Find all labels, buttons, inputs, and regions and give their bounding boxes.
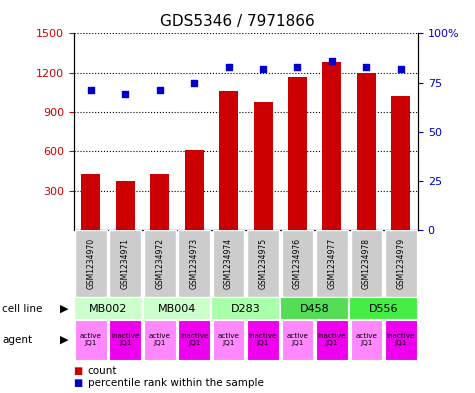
- Point: [225, 64, 232, 70]
- Text: inactive
JQ1: inactive JQ1: [387, 333, 415, 347]
- Bar: [185, 150, 204, 230]
- Text: ▶: ▶: [60, 303, 69, 314]
- Bar: [349, 297, 418, 320]
- Text: MB002: MB002: [89, 303, 127, 314]
- Text: cell line: cell line: [2, 303, 43, 314]
- Text: D458: D458: [300, 303, 330, 314]
- Bar: [385, 230, 417, 297]
- Text: D283: D283: [231, 303, 261, 314]
- Bar: [178, 320, 210, 360]
- Bar: [288, 77, 307, 230]
- Text: inactive
JQ1: inactive JQ1: [249, 333, 277, 347]
- Point: [294, 64, 301, 70]
- Bar: [282, 320, 314, 360]
- Text: GSM1234971: GSM1234971: [121, 238, 130, 289]
- Text: active
JQ1: active JQ1: [218, 333, 239, 347]
- Text: GSM1234970: GSM1234970: [86, 238, 95, 289]
- Bar: [213, 320, 245, 360]
- Bar: [219, 91, 238, 230]
- Bar: [81, 174, 100, 230]
- Bar: [75, 230, 107, 297]
- Text: inactive
JQ1: inactive JQ1: [111, 333, 140, 347]
- Bar: [109, 320, 141, 360]
- Text: active
JQ1: active JQ1: [355, 333, 377, 347]
- Text: D556: D556: [369, 303, 399, 314]
- Point: [190, 79, 198, 86]
- Bar: [247, 230, 279, 297]
- Bar: [109, 230, 141, 297]
- Bar: [144, 230, 176, 297]
- Bar: [391, 96, 410, 230]
- Bar: [116, 181, 135, 230]
- Text: active
JQ1: active JQ1: [286, 333, 308, 347]
- Point: [362, 64, 370, 70]
- Bar: [316, 230, 348, 297]
- Point: [156, 87, 163, 94]
- Text: GSM1234973: GSM1234973: [190, 238, 199, 289]
- Bar: [178, 230, 210, 297]
- Text: agent: agent: [2, 335, 32, 345]
- Text: ▶: ▶: [60, 335, 69, 345]
- Bar: [357, 73, 376, 230]
- Text: active
JQ1: active JQ1: [149, 333, 171, 347]
- Bar: [282, 230, 314, 297]
- Text: GSM1234977: GSM1234977: [327, 238, 336, 289]
- Bar: [144, 320, 176, 360]
- Bar: [351, 320, 382, 360]
- Text: inactive
JQ1: inactive JQ1: [180, 333, 209, 347]
- Point: [122, 91, 129, 97]
- Text: GSM1234978: GSM1234978: [362, 238, 371, 289]
- Bar: [142, 297, 211, 320]
- Text: GSM1234975: GSM1234975: [258, 238, 267, 289]
- Text: active
JQ1: active JQ1: [80, 333, 102, 347]
- Text: GDS5346 / 7971866: GDS5346 / 7971866: [160, 14, 315, 29]
- Text: GSM1234972: GSM1234972: [155, 238, 164, 289]
- Bar: [323, 62, 342, 230]
- Bar: [254, 102, 273, 230]
- Text: GSM1234979: GSM1234979: [396, 238, 405, 289]
- Text: MB004: MB004: [158, 303, 196, 314]
- Bar: [211, 297, 280, 320]
- Text: inactive
JQ1: inactive JQ1: [318, 333, 346, 347]
- Bar: [351, 230, 382, 297]
- Bar: [74, 297, 142, 320]
- Text: GSM1234974: GSM1234974: [224, 238, 233, 289]
- Bar: [316, 320, 348, 360]
- Bar: [75, 320, 107, 360]
- Bar: [385, 320, 417, 360]
- Text: ■: ■: [74, 366, 83, 376]
- Text: percentile rank within the sample: percentile rank within the sample: [88, 378, 264, 388]
- Bar: [213, 230, 245, 297]
- Point: [87, 87, 95, 94]
- Text: count: count: [88, 366, 117, 376]
- Bar: [150, 174, 169, 230]
- Text: GSM1234976: GSM1234976: [293, 238, 302, 289]
- Text: ■: ■: [74, 378, 83, 388]
- Point: [397, 66, 405, 72]
- Bar: [280, 297, 349, 320]
- Bar: [247, 320, 279, 360]
- Point: [259, 66, 267, 72]
- Point: [328, 58, 336, 64]
